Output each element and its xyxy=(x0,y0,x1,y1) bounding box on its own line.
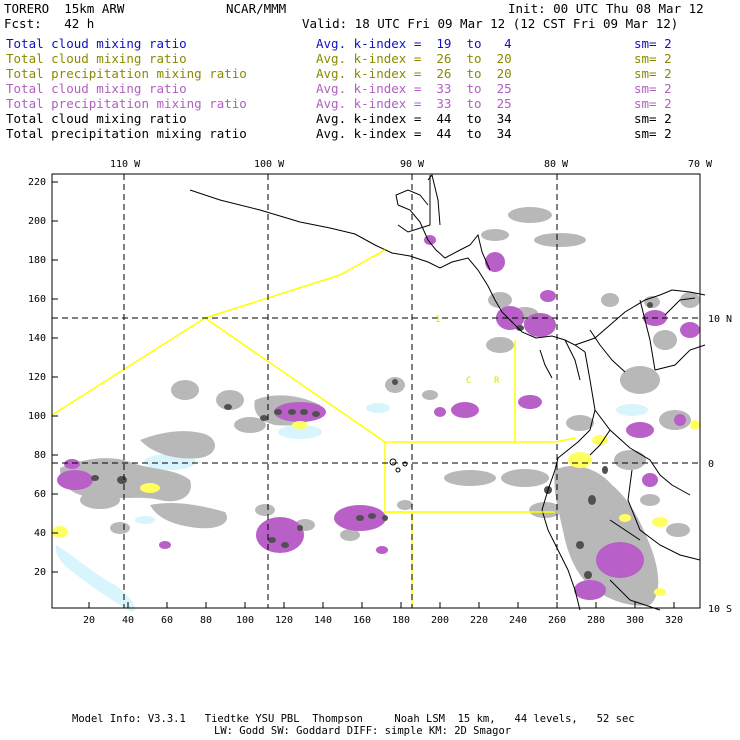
dark-core-field xyxy=(91,302,653,579)
x-tick-label: 40 xyxy=(122,615,134,626)
legend-sm: sm= 2 xyxy=(634,36,672,51)
legend-index: Avg. k-index = 26 to 20 xyxy=(316,66,512,81)
y-tick-label: 160 xyxy=(28,294,46,305)
purple-precip-field xyxy=(57,235,700,600)
legend-sm: sm= 2 xyxy=(634,111,672,126)
forecast-hour: Fcst: 42 h xyxy=(4,16,95,31)
x-tick-label: 280 xyxy=(587,615,605,626)
x-tick-label: 320 xyxy=(665,615,683,626)
lon-label: 100 W xyxy=(254,159,285,170)
map-plot-area xyxy=(51,173,706,612)
x-tick-label: 20 xyxy=(83,615,95,626)
x-tick-label: 140 xyxy=(314,615,332,626)
legend-field: Total cloud mixing ratio xyxy=(6,36,187,51)
legend-index: Avg. k-index = 26 to 20 xyxy=(316,51,512,66)
y-tick-label: 80 xyxy=(34,450,46,461)
x-axis-labels: 20 40 60 80 100 120 140 160 180 200 220 … xyxy=(83,615,683,626)
lon-label: 70 W xyxy=(688,159,713,170)
x-tick-label: 240 xyxy=(509,615,527,626)
region-label: C xyxy=(466,376,471,386)
y-tick-label: 60 xyxy=(34,489,46,500)
x-tick-label: 200 xyxy=(431,615,449,626)
lat-label: 0 xyxy=(708,459,714,470)
legend-index: Avg. k-index = 19 to 4 xyxy=(316,36,512,51)
x-tick-label: 300 xyxy=(626,615,644,626)
region-label: R xyxy=(494,376,500,386)
coastline xyxy=(189,173,706,611)
y-axis-labels: 220 200 180 160 140 120 100 80 60 40 20 xyxy=(28,177,46,578)
axis-ticks xyxy=(52,181,675,608)
y-tick-label: 100 xyxy=(28,411,46,422)
x-tick-label: 260 xyxy=(548,615,566,626)
lat-label: 10 S xyxy=(708,604,732,615)
y-tick-label: 180 xyxy=(28,255,46,266)
legend-field: Total precipitation mixing ratio xyxy=(6,96,247,111)
galapagos-islands xyxy=(389,458,408,473)
x-tick-label: 120 xyxy=(275,615,293,626)
legend-field: Total cloud mixing ratio xyxy=(6,81,187,96)
y-tick-label: 200 xyxy=(28,216,46,227)
legend-index: Avg. k-index = 44 to 34 xyxy=(316,111,512,126)
lon-label: 80 W xyxy=(544,159,569,170)
lat-lon-grid xyxy=(52,174,700,608)
legend-field: Total precipitation mixing ratio xyxy=(6,126,247,141)
lon-label: 110 W xyxy=(110,159,141,170)
y-tick-label: 220 xyxy=(28,177,46,188)
org-label: NCAR/MMM xyxy=(226,1,287,16)
legend-sm: sm= 2 xyxy=(634,51,672,66)
y-tick-label: 120 xyxy=(28,372,46,383)
lon-label: 90 W xyxy=(400,159,425,170)
model-title: TORERO 15km ARW xyxy=(4,1,125,16)
lat-label: 10 N xyxy=(708,314,732,325)
legend-sm: sm= 2 xyxy=(634,66,672,81)
yellow-cloud-field xyxy=(52,420,700,596)
x-tick-label: 80 xyxy=(200,615,212,626)
legend-sm: sm= 2 xyxy=(634,81,672,96)
x-tick-label: 180 xyxy=(392,615,410,626)
legend-index: Avg. k-index = 33 to 25 xyxy=(316,96,512,111)
legend-index: Avg. k-index = 33 to 25 xyxy=(316,81,512,96)
x-tick-label: 60 xyxy=(161,615,173,626)
legend-field: Total cloud mixing ratio xyxy=(6,111,187,126)
legend-field: Total cloud mixing ratio xyxy=(6,51,187,66)
grey-cloud-field xyxy=(60,207,700,606)
x-tick-label: 100 xyxy=(236,615,254,626)
legend-sm: sm= 2 xyxy=(634,126,672,141)
y-tick-label: 20 xyxy=(34,567,46,578)
physics-info: LW: Godd SW: Goddard DIFF: simple KM: 2D… xyxy=(214,725,512,737)
model-info: Model Info: V3.3.1 Tiedtke YSU PBL Thomp… xyxy=(72,713,635,725)
y-tick-label: 40 xyxy=(34,528,46,539)
map-frame xyxy=(51,173,701,609)
legend-sm: sm= 2 xyxy=(634,96,672,111)
valid-time: Valid: 18 UTC Fri 09 Mar 12 (12 CST Fri … xyxy=(302,16,679,31)
region-boundary xyxy=(51,249,576,608)
y-tick-label: 140 xyxy=(28,333,46,344)
init-time: Init: 00 UTC Thu 08 Mar 12 xyxy=(508,1,704,16)
legend-index: Avg. k-index = 44 to 34 xyxy=(316,126,512,141)
legend-field: Total precipitation mixing ratio xyxy=(6,66,247,81)
x-tick-label: 160 xyxy=(353,615,371,626)
region-label: 1 xyxy=(435,315,440,325)
x-tick-label: 220 xyxy=(470,615,488,626)
